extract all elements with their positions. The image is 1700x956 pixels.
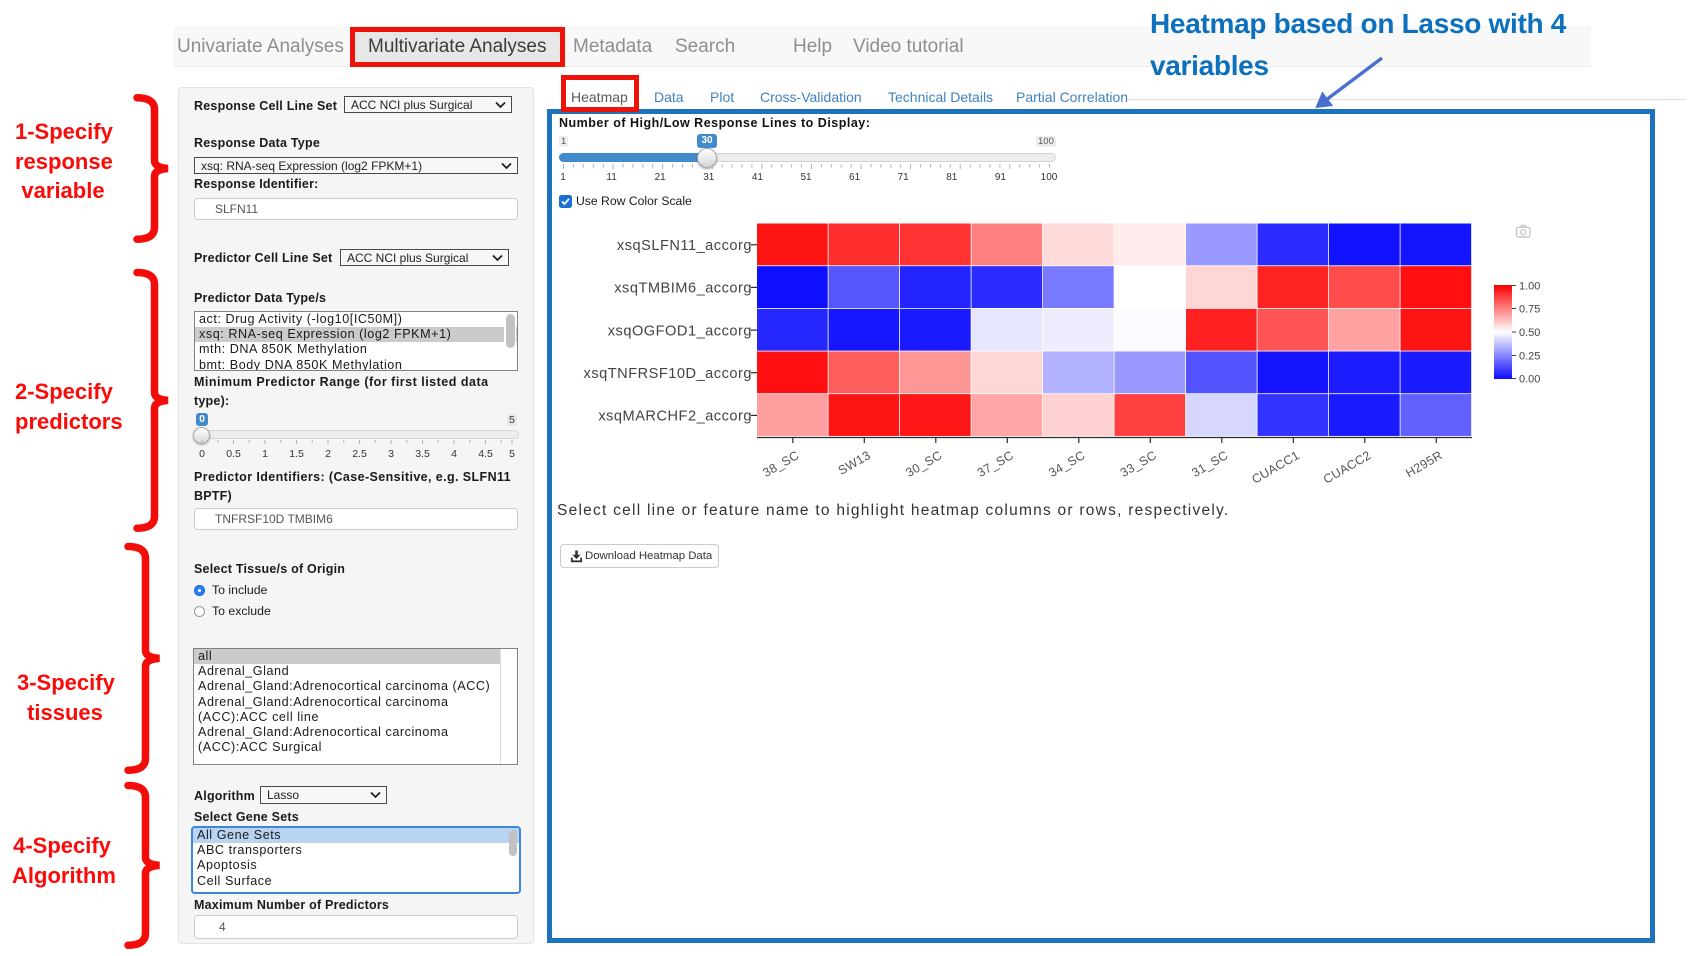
svg-text:xsqSLFN11_accorg: xsqSLFN11_accorg: [617, 238, 752, 254]
svg-text:0.75: 0.75: [1519, 304, 1540, 316]
svg-text:30_SC: 30_SC: [903, 448, 944, 480]
svg-text:0.00: 0.00: [1519, 374, 1540, 386]
svg-text:xsqOGFOD1_accorg: xsqOGFOD1_accorg: [608, 323, 752, 339]
svg-text:xsqTMBIM6_accorg: xsqTMBIM6_accorg: [614, 281, 752, 297]
svg-text:33_SC: 33_SC: [1118, 448, 1159, 480]
svg-text:31_SC: 31_SC: [1189, 448, 1230, 480]
svg-text:1.00: 1.00: [1519, 281, 1540, 293]
svg-text:CUACC1: CUACC1: [1249, 448, 1302, 486]
svg-text:xsqTNFRSF10D_accorg: xsqTNFRSF10D_accorg: [584, 366, 752, 382]
svg-text:SW13: SW13: [836, 448, 873, 478]
svg-text:CUACC2: CUACC2: [1321, 448, 1374, 486]
svg-text:H295R: H295R: [1403, 448, 1445, 480]
svg-text:38_SC: 38_SC: [760, 448, 801, 480]
svg-text:37_SC: 37_SC: [975, 448, 1016, 480]
svg-text:0.25: 0.25: [1519, 351, 1540, 363]
svg-text:0.50: 0.50: [1519, 327, 1540, 339]
svg-text:xsqMARCHF2_accorg: xsqMARCHF2_accorg: [598, 409, 752, 425]
svg-text:34_SC: 34_SC: [1046, 448, 1087, 480]
